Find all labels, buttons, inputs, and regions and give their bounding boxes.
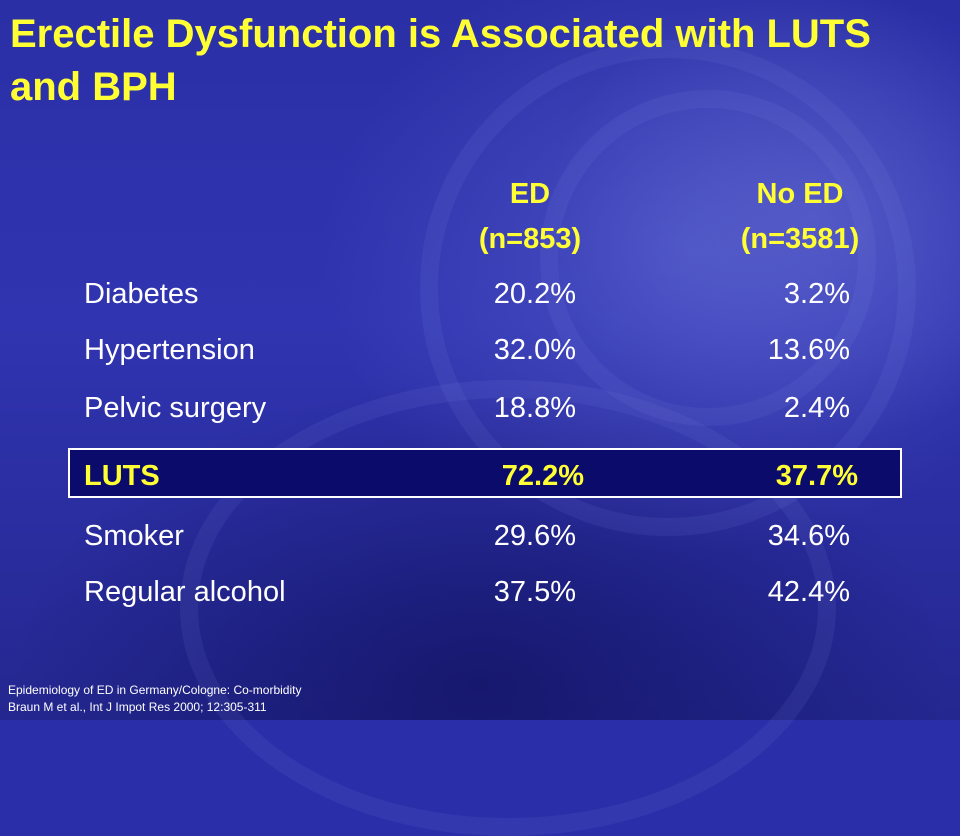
table-row-hypertension: Hypertension 32.0% 13.6% [0, 322, 960, 378]
table-row-pelvic-surgery: Pelvic surgery 18.8% 2.4% [0, 380, 960, 436]
row-no-ed-value: 3.2% [783, 278, 850, 310]
row-no-ed-value: 13.6% [767, 334, 850, 366]
row-ed-value: 32.0% [493, 334, 576, 366]
row-no-ed-value: 37.7% [775, 460, 858, 492]
table-row-regular-alcohol: Regular alcohol 37.5% 42.4% [0, 564, 960, 620]
column-header-ed-name: ED [509, 178, 551, 210]
column-header-ed: ED (n=853) [440, 172, 620, 262]
footnote-line-2: Braun M et al., Int J Impot Res 2000; 12… [8, 700, 267, 714]
column-header-ed-n: (n=853) [478, 223, 582, 255]
row-ed-value: 37.5% [493, 576, 576, 608]
column-header-no-ed: No ED (n=3581) [705, 172, 895, 262]
row-no-ed-value: 42.4% [767, 576, 850, 608]
row-label: LUTS [84, 460, 160, 492]
row-ed-value: 72.2% [501, 460, 584, 492]
row-ed-value: 20.2% [493, 278, 576, 310]
row-label: Hypertension [84, 334, 255, 366]
table-row-smoker: Smoker 29.6% 34.6% [0, 508, 960, 564]
row-label: Smoker [84, 520, 184, 552]
row-ed-value: 29.6% [493, 520, 576, 552]
slide-title: Erectile Dysfunction is Associated with … [10, 12, 871, 109]
row-label: Regular alcohol [84, 576, 286, 608]
row-no-ed-value: 34.6% [767, 520, 850, 552]
row-ed-value: 18.8% [493, 392, 576, 424]
footnote: Epidemiology of ED in Germany/Cologne: C… [8, 682, 301, 716]
column-header-no-ed-name: No ED [756, 178, 844, 210]
table-row-diabetes: Diabetes 20.2% 3.2% [0, 266, 960, 322]
footnote-line-1: Epidemiology of ED in Germany/Cologne: C… [8, 683, 302, 697]
column-header-no-ed-n: (n=3581) [740, 223, 860, 255]
table-row-luts-highlighted: LUTS 72.2% 37.7% [68, 448, 902, 498]
row-no-ed-value: 2.4% [783, 392, 850, 424]
row-label: Pelvic surgery [84, 392, 267, 424]
row-label: Diabetes [84, 278, 199, 310]
